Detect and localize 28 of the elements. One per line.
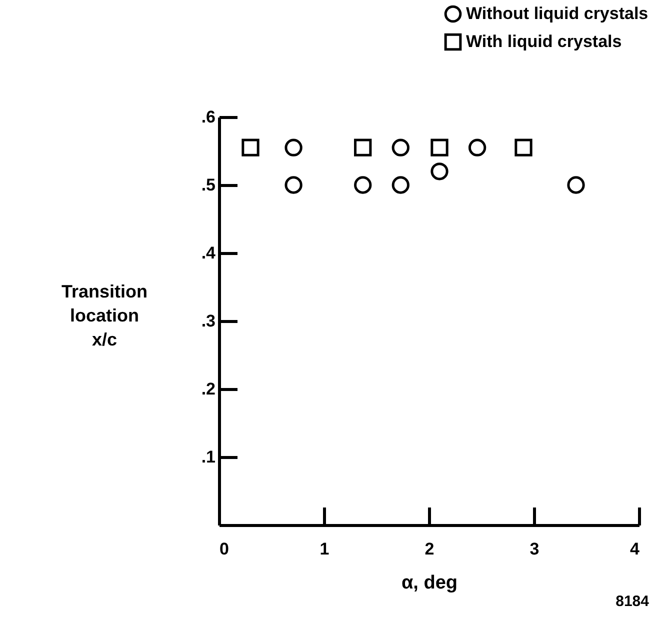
x-tick-label: 1 [320, 540, 330, 558]
point [354, 176, 372, 194]
y-tick-label: .4 [201, 244, 216, 262]
point [242, 138, 260, 156]
point [514, 138, 532, 156]
point [284, 138, 302, 156]
point [284, 176, 302, 194]
y-tick-label: .6 [201, 108, 216, 126]
y-tick-label: .3 [201, 312, 216, 330]
x-tick-label: 3 [530, 540, 540, 558]
y-tick-label: .2 [201, 380, 216, 398]
y-axis-title: Transition location x/c [61, 282, 148, 350]
x-tick-label: 4 [630, 540, 640, 558]
point [567, 176, 585, 194]
y-tick-label: .1 [201, 448, 216, 466]
legend-label: Without liquid crystals [466, 4, 648, 23]
x-tick-label: 2 [424, 540, 434, 558]
y-tick-label: .5 [201, 176, 216, 194]
point [354, 138, 372, 156]
x-tick-label: 0 [220, 540, 229, 558]
text: 8184 [616, 593, 650, 610]
point [468, 138, 486, 156]
point [430, 138, 448, 156]
point [392, 176, 410, 194]
point [430, 162, 448, 180]
legend-label: With liquid crystals [466, 32, 622, 51]
x-axis-title: α, deg [401, 572, 458, 594]
point [392, 138, 410, 156]
